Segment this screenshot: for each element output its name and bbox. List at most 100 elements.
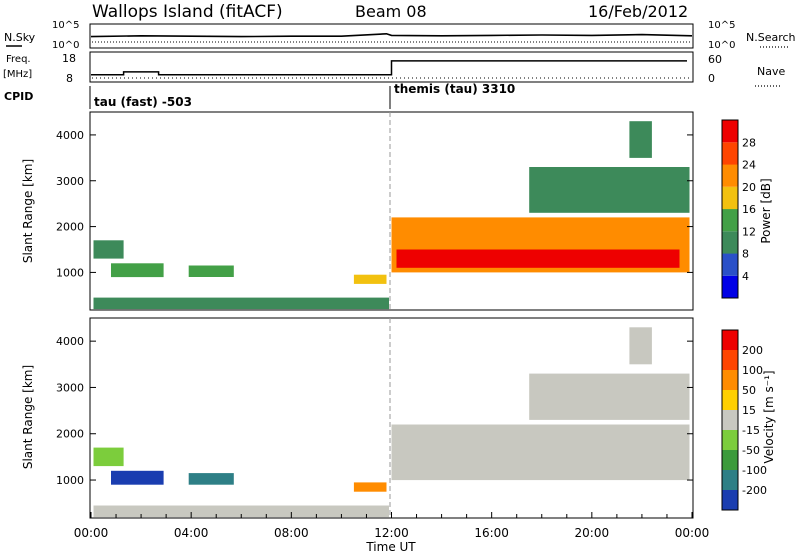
power-panel-frame — [89, 111, 694, 311]
power-colorbar-frame — [721, 119, 739, 299]
freq-tick-top: 18 — [62, 52, 76, 65]
velocity-colorbar-tick: 15 — [742, 404, 756, 417]
velocity-colorbar-swatch — [722, 470, 738, 490]
power-echo-region-4 — [353, 274, 387, 284]
power-echo-region-3 — [93, 297, 389, 310]
velocity-colorbar-swatch — [722, 490, 738, 510]
cpid-label: CPID — [4, 90, 33, 103]
power-echo-region-7 — [529, 167, 690, 213]
velocity-colorbar-tick: 50 — [742, 384, 756, 397]
x-tick-label: 12:00 — [374, 526, 409, 540]
power-colorbar-swatch — [722, 275, 738, 299]
power-colorbar-tick: 4 — [742, 270, 749, 283]
power-ytick-label: 1000 — [56, 266, 84, 279]
power-y-axis: 1000 2000 3000 4000 — [56, 129, 693, 279]
power-colorbar-swatch — [722, 209, 738, 232]
x-tick-label: 00:00 — [675, 526, 710, 540]
velocity-ytick-label: 3000 — [56, 381, 84, 394]
velocity-colorbar-tick: -100 — [742, 464, 767, 477]
x-tick-label: 04:00 — [174, 526, 209, 540]
velocity-colorbar-frame — [721, 329, 739, 511]
nsearch-label: N.Search — [746, 31, 796, 44]
frequency-panel-frame — [89, 51, 694, 83]
velocity-echo-region-2 — [188, 473, 234, 485]
power-colorbar: 28 24 20 16 12 8 4 — [721, 119, 756, 299]
frequency-line — [91, 60, 687, 76]
power-echo-region-8 — [629, 121, 652, 158]
power-ytick-label: 4000 — [56, 129, 84, 142]
power-colorbar-tick: 20 — [742, 181, 756, 194]
nsky-label: N.Sky — [4, 31, 36, 44]
x-axis-label: Time UT — [365, 540, 416, 554]
noise-right-tick-top: 10^5 — [708, 20, 735, 31]
noise-panel-frame — [89, 23, 694, 49]
power-colorbar-tick: 24 — [742, 159, 756, 172]
velocity-echo-region-4 — [353, 482, 387, 492]
velocity-echo-region-6 — [529, 373, 690, 420]
velocity-echo-region-1 — [111, 470, 164, 485]
velocity-ytick-label: 2000 — [56, 428, 84, 441]
velocity-echo-region-0 — [93, 447, 124, 467]
nave-label: Nave — [757, 65, 785, 78]
velocity-ytick-label: 4000 — [56, 335, 84, 348]
x-tick-label: 16:00 — [474, 526, 509, 540]
velocity-colorbar-swatch — [722, 330, 738, 350]
power-colorbar-tick: 8 — [742, 248, 749, 261]
velocity-ytick-label: 1000 — [56, 474, 84, 487]
noise-right-tick-bottom: 10^0 — [708, 40, 735, 51]
velocity-colorbar-swatch — [722, 350, 738, 370]
power-ytick-label: 3000 — [56, 175, 84, 188]
velocity-colorbar-tick: -50 — [742, 444, 760, 457]
velocity-echo-layer — [93, 327, 690, 518]
time-x-axis: 00:00 04:00 08:00 12:00 16:00 20:00 00:00 — [74, 512, 710, 540]
x-tick-label: 08:00 — [274, 526, 309, 540]
cpid-segment-2: themis (tau) 3310 — [394, 82, 515, 96]
power-echo-region-6 — [396, 249, 680, 268]
power-echo-region-1 — [111, 263, 164, 278]
velocity-echo-region-7 — [629, 327, 652, 365]
velocity-colorbar-tick: 100 — [742, 364, 763, 377]
beam-title: Beam 08 — [355, 2, 427, 21]
freq-label: Freq. — [6, 54, 31, 65]
velocity-colorbar-swatch — [722, 430, 738, 450]
power-colorbar-swatch — [722, 142, 738, 165]
power-echo-region-0 — [93, 240, 124, 259]
power-colorbar-swatch — [722, 164, 738, 187]
power-echo-layer — [93, 121, 690, 310]
station-title: Wallops Island (fitACF) — [92, 2, 283, 22]
velocity-ylabel: Slant Range [km] — [21, 365, 35, 469]
date-title: 16/Feb/2012 — [588, 2, 688, 21]
power-colorbar-label: Power [dB] — [759, 178, 773, 243]
velocity-colorbar-swatch — [722, 410, 738, 430]
nave-tick-top: 60 — [708, 53, 722, 66]
velocity-colorbar-tick: 200 — [742, 344, 763, 357]
velocity-colorbar-label: Velocity [m s⁻¹] — [762, 370, 776, 463]
power-colorbar-swatch — [722, 120, 738, 143]
power-colorbar-tick: 16 — [742, 203, 756, 216]
velocity-echo-region-5 — [391, 424, 690, 481]
power-ytick-label: 2000 — [56, 221, 84, 234]
freq-tick-bottom: 8 — [66, 72, 73, 85]
velocity-y-axis: 1000 2000 3000 4000 — [56, 335, 693, 487]
power-colorbar-swatch — [722, 186, 738, 210]
nave-tick-bottom: 0 — [708, 72, 715, 85]
velocity-colorbar: 200 100 50 15 -15 -50 -100 -200 — [721, 329, 767, 511]
power-colorbar-swatch — [722, 253, 738, 276]
noise-left-tick-top: 10^5 — [52, 20, 79, 31]
velocity-colorbar-swatch — [722, 450, 738, 470]
cpid-segment-1: tau (fast) -503 — [94, 95, 192, 109]
power-ylabel: Slant Range [km] — [21, 159, 35, 263]
freq-unit-label: [MHz] — [3, 69, 32, 80]
power-colorbar-tick: 12 — [742, 225, 756, 238]
x-tick-label: 20:00 — [575, 526, 610, 540]
velocity-echo-region-3 — [93, 505, 389, 518]
velocity-colorbar-tick: -200 — [742, 484, 767, 497]
velocity-colorbar-swatch — [722, 390, 738, 410]
velocity-colorbar-tick: -15 — [742, 424, 760, 437]
x-tick-label: 00:00 — [74, 526, 109, 540]
nsky-line — [90, 32, 693, 38]
power-colorbar-swatch — [722, 231, 738, 254]
noise-left-tick-bottom: 10^0 — [52, 40, 79, 51]
power-echo-region-2 — [188, 265, 234, 277]
